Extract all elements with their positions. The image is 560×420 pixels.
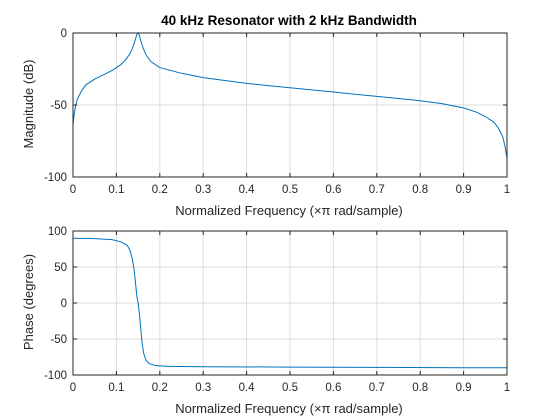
phase-xtick-label: 0.1 (108, 382, 124, 394)
chart-title: 40 kHz Resonator with 2 kHz Bandwidth (161, 13, 417, 28)
phase-ytick-label: 50 (54, 262, 67, 274)
magnitude-xtick-label: 1 (504, 184, 510, 196)
magnitude-xtick-label: 0.8 (412, 184, 428, 196)
magnitude-xtick-label: 0.2 (152, 184, 168, 196)
phase-xlabel: Normalized Frequency (×π rad/sample) (175, 401, 403, 416)
phase-xtick-label: 0.8 (412, 382, 428, 394)
phase-xtick-label: 0.7 (369, 382, 385, 394)
phase-xtick-label: 1 (504, 382, 510, 394)
magnitude-xtick-label: 0.7 (369, 184, 385, 196)
phase-xtick-label: 0.2 (152, 382, 168, 394)
magnitude-xtick-label: 0 (70, 184, 76, 196)
magnitude-response-line (72, 32, 508, 159)
magnitude-xtick-label: 0.9 (456, 184, 472, 196)
magnitude-xtick-label: 0.3 (195, 184, 211, 196)
phase-ytick-label: -50 (50, 334, 67, 346)
phase-ytick-label: -100 (44, 370, 67, 382)
phase-ylabel: Phase (degrees) (21, 254, 36, 350)
magnitude-xtick-label: 0.6 (325, 184, 341, 196)
magnitude-xlabel: Normalized Frequency (×π rad/sample) (175, 203, 403, 218)
magnitude-axes: 0 0.1 0.2 0.3 0.4 0.5 0.6 0.7 0.8 0.9 1 -100 -50 0 (44, 28, 510, 196)
phase-xtick-label: 0.6 (325, 382, 341, 394)
phase-ytick-label: 100 (48, 226, 67, 238)
magnitude-xtick-label: 0.5 (282, 184, 298, 196)
phase-response-line (72, 237, 507, 369)
phase-xtick-label: 0 (70, 382, 76, 394)
magnitude-ytick-label: -100 (44, 172, 67, 184)
magnitude-ytick-label: 0 (61, 28, 67, 40)
phase-xtick-label: 0.4 (239, 382, 256, 394)
phase-ytick-label: 0 (61, 298, 67, 310)
magnitude-xtick-label: 0.1 (108, 184, 124, 196)
phase-xtick-label: 0.3 (195, 382, 211, 394)
magnitude-xtick-label: 0.4 (239, 184, 256, 196)
magnitude-ytick-label: -50 (50, 100, 67, 112)
phase-xtick-label: 0.5 (282, 382, 298, 394)
phase-axes: 0 0.1 0.2 0.3 0.4 0.5 0.6 0.7 0.8 0.9 1 -100 -50 0 50 1… (44, 226, 510, 394)
phase-xtick-label: 0.9 (456, 382, 472, 394)
magnitude-ylabel: Magnitude (dB) (21, 60, 36, 149)
